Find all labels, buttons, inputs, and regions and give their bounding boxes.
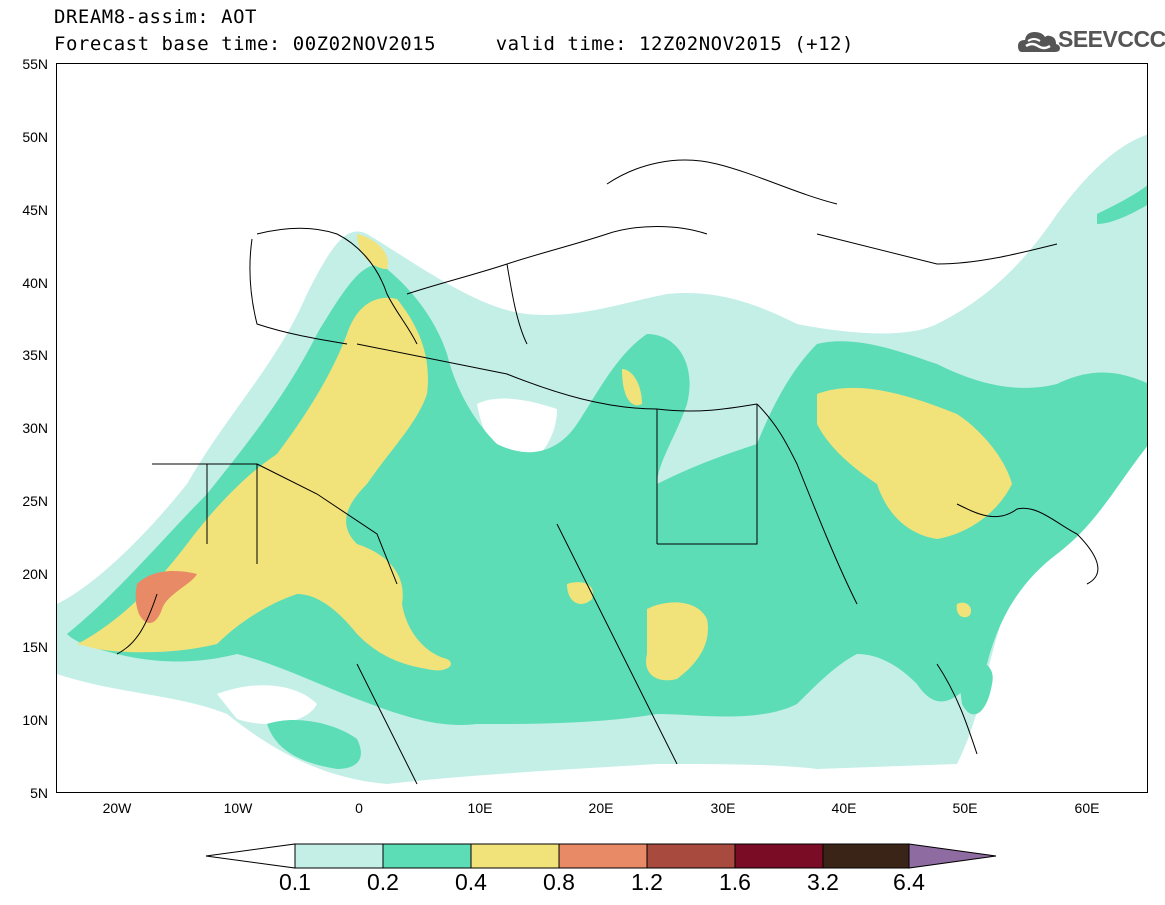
lat-label-30n: 30N xyxy=(22,420,48,436)
colorbar-label-0.2: 0.2 xyxy=(367,869,399,895)
aot-colorbar xyxy=(205,843,997,869)
forecast-time-line: Forecast base time: 00Z02NOV2015 valid t… xyxy=(54,33,854,55)
colorbar-low-arrow xyxy=(205,843,296,869)
lon-label-40e: 40E xyxy=(831,800,857,816)
lat-label-55n: 55N xyxy=(22,56,48,72)
lat-label-50n: 50N xyxy=(22,129,48,145)
lon-label-10e: 10E xyxy=(467,800,493,816)
colorbar-box-1.6 xyxy=(734,843,824,869)
lon-label-20w: 20W xyxy=(102,800,132,816)
colorbar-box-0.4 xyxy=(470,843,560,869)
lat-label-40n: 40N xyxy=(22,275,48,291)
lon-label-50e: 50E xyxy=(952,800,978,816)
colorbar-label-0.4: 0.4 xyxy=(455,869,487,895)
colorbar-label-0.8: 0.8 xyxy=(543,869,575,895)
lat-label-35n: 35N xyxy=(22,347,48,363)
lat-label-15n: 15N xyxy=(22,639,48,655)
lon-label-60e: 60E xyxy=(1074,800,1100,816)
aot-field-map xyxy=(57,134,1147,785)
map-panel xyxy=(56,63,1148,793)
colorbar-high-arrow xyxy=(908,843,997,869)
lat-label-10n: 10N xyxy=(22,712,48,728)
colorbar-box-1.2 xyxy=(646,843,736,869)
map-title: DREAM8-assim: AOT xyxy=(54,6,257,28)
colorbar-box-0.2 xyxy=(382,843,472,869)
lon-label-10w: 10W xyxy=(223,800,253,816)
lat-label-45n: 45N xyxy=(22,202,48,218)
lon-label-30e: 30E xyxy=(710,800,736,816)
colorbar-label-0.1: 0.1 xyxy=(279,869,311,895)
lat-label-25n: 25N xyxy=(22,493,48,509)
colorbar-box-0.8 xyxy=(558,843,648,869)
lat-label-5n: 5N xyxy=(30,785,48,801)
coastlines xyxy=(116,159,1099,785)
lon-label-20e: 20E xyxy=(588,800,614,816)
logo-text: SEEVCCC xyxy=(1058,26,1165,52)
colorbar-label-1.2: 1.2 xyxy=(631,869,663,895)
colorbar-label-1.6: 1.6 xyxy=(719,869,751,895)
lon-label-0: 0 xyxy=(355,800,363,816)
colorbar-label-6.4: 6.4 xyxy=(893,869,925,895)
colorbar-label-3.2: 3.2 xyxy=(807,869,839,895)
lat-label-20n: 20N xyxy=(22,566,48,582)
colorbar-box-3.2 xyxy=(822,843,910,869)
colorbar-box-0.1 xyxy=(294,843,384,869)
cloud-icon xyxy=(1018,32,1060,52)
